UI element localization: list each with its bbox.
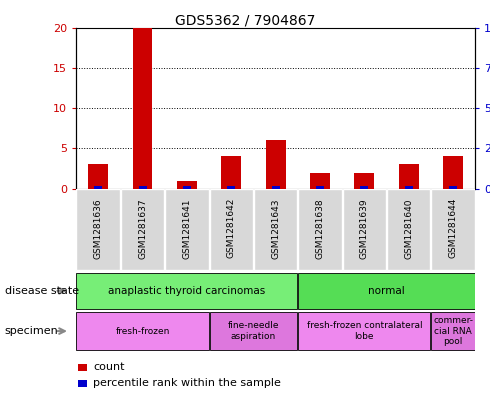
Text: GSM1281644: GSM1281644	[449, 198, 458, 259]
Bar	[343, 189, 386, 270]
Text: fresh-frozen: fresh-frozen	[115, 327, 170, 336]
Text: GSM1281637: GSM1281637	[138, 198, 147, 259]
Text: count: count	[93, 362, 124, 373]
Bar	[94, 186, 102, 189]
Text: commer-
cial RNA
pool: commer- cial RNA pool	[433, 316, 473, 346]
Bar	[266, 140, 286, 189]
Bar	[183, 186, 191, 189]
Bar	[132, 28, 152, 189]
Text: fine-needle
aspiration: fine-needle aspiration	[228, 321, 279, 341]
Text: GSM1281638: GSM1281638	[316, 198, 324, 259]
Bar	[139, 186, 147, 189]
Bar	[399, 164, 419, 189]
Bar	[354, 173, 374, 189]
Bar	[76, 273, 297, 309]
Bar	[360, 186, 368, 189]
Text: GSM1281643: GSM1281643	[271, 198, 280, 259]
Bar	[88, 164, 108, 189]
Text: GSM1281636: GSM1281636	[94, 198, 102, 259]
Bar	[254, 189, 297, 270]
Bar	[298, 273, 475, 309]
Text: specimen: specimen	[5, 326, 59, 336]
Bar	[210, 312, 297, 350]
Bar	[387, 189, 431, 270]
Bar	[221, 156, 241, 189]
Bar	[431, 312, 475, 350]
Bar	[227, 186, 235, 189]
Text: anaplastic thyroid carcinomas: anaplastic thyroid carcinomas	[108, 286, 266, 296]
Bar	[310, 173, 330, 189]
Bar	[76, 312, 209, 350]
Text: GSM1281640: GSM1281640	[404, 198, 413, 259]
Bar	[121, 189, 164, 270]
Text: disease state: disease state	[5, 286, 79, 296]
Text: fresh-frozen contralateral
lobe: fresh-frozen contralateral lobe	[307, 321, 422, 341]
Text: GSM1281641: GSM1281641	[182, 198, 192, 259]
Bar	[165, 189, 209, 270]
Bar	[316, 186, 324, 189]
Text: normal: normal	[368, 286, 405, 296]
Bar	[298, 312, 431, 350]
Bar	[449, 186, 457, 189]
Text: GSM1281642: GSM1281642	[227, 198, 236, 259]
Text: percentile rank within the sample: percentile rank within the sample	[93, 378, 281, 388]
Bar	[76, 189, 120, 270]
Bar	[210, 189, 253, 270]
Bar	[271, 186, 280, 189]
Bar	[298, 189, 342, 270]
Bar	[443, 156, 463, 189]
Text: GSM1281639: GSM1281639	[360, 198, 369, 259]
Text: GDS5362 / 7904867: GDS5362 / 7904867	[175, 14, 315, 28]
Bar	[405, 186, 413, 189]
Bar	[177, 180, 197, 189]
Bar	[431, 189, 475, 270]
